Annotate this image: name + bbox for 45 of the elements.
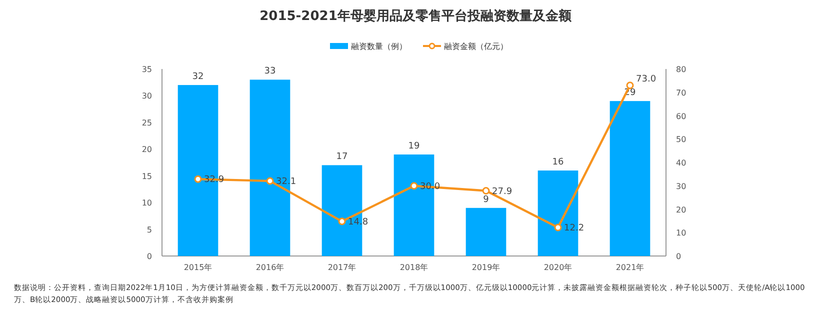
y2-tick-label: 20 [676, 205, 686, 214]
data-label: 19 [408, 141, 420, 152]
data-label: 9 [483, 194, 490, 205]
y-tick-label: 15 [142, 172, 152, 181]
data-label: 32.9 [204, 175, 224, 186]
data-label: 32 [192, 72, 204, 82]
y2-tick-label: 50 [676, 135, 686, 144]
y-tick-label: 30 [142, 92, 152, 101]
x-tick-label: 2017年 [328, 263, 356, 272]
data-label: 17 [336, 152, 348, 162]
data-label: 33 [264, 66, 276, 77]
point [554, 224, 562, 232]
legend-label: 融资数量（例） [351, 42, 407, 51]
y2-tick-label: 30 [676, 182, 686, 191]
y-tick-label: 0 [146, 252, 152, 261]
y-tick-label: 25 [142, 118, 152, 128]
y-tick-label: 10 [142, 198, 152, 208]
data-label: 16 [552, 158, 564, 168]
point [266, 177, 274, 185]
bar [466, 208, 506, 256]
y2-tick-label: 70 [676, 88, 686, 98]
x-tick-label: 2020年 [544, 263, 572, 272]
chart-title: 2015-2021年母婴用品及零售平台投融资数量及金额 [260, 8, 572, 24]
y2-tick-label: 80 [676, 65, 686, 74]
y2-tick-label: 40 [676, 158, 686, 168]
data-label: 73.0 [636, 74, 656, 84]
point [338, 218, 346, 226]
y-tick-label: 20 [142, 145, 152, 154]
y2-tick-label: 60 [676, 112, 686, 121]
y-tick-label: 35 [142, 65, 152, 74]
point [482, 187, 490, 195]
x-tick-label: 2016年 [256, 263, 284, 272]
legend-label: 融资金额（亿元） [444, 42, 508, 51]
x-tick-label: 2018年 [400, 263, 428, 272]
x-tick-label: 2015年 [184, 263, 212, 272]
x-tick-label: 2021年 [616, 263, 644, 272]
data-label: 30.0 [420, 182, 440, 192]
data-label: 27.9 [492, 186, 512, 197]
y2-tick-label: 0 [676, 252, 682, 261]
point [410, 182, 418, 190]
bar [610, 101, 650, 256]
y-tick-label: 5 [146, 225, 152, 234]
y2-tick-label: 10 [676, 228, 686, 238]
x-tick-label: 2019年 [472, 263, 500, 272]
point [194, 175, 202, 183]
